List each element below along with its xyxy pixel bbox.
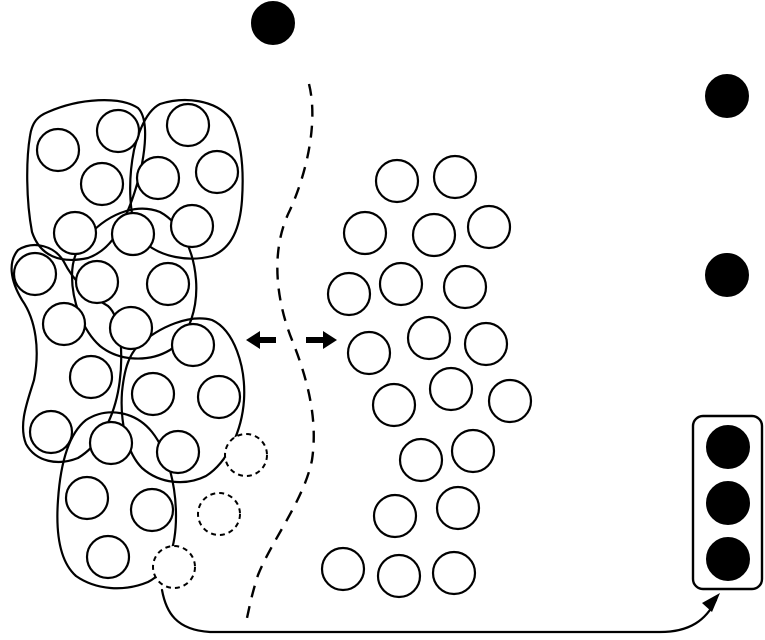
free-black-dots [251, 1, 749, 297]
loose-circle [450, 428, 496, 474]
cell-circle [79, 161, 125, 207]
dashed-circle [152, 545, 196, 589]
cell-circle [170, 322, 216, 368]
loose-circle [442, 264, 488, 310]
loose-circle [406, 315, 452, 361]
cell-circle [135, 155, 181, 201]
cell-circle [169, 203, 215, 249]
loose-circle [346, 330, 392, 376]
cell-circle [129, 487, 175, 533]
cluster-outline-1 [26, 99, 147, 262]
cluster-circles [12, 102, 242, 580]
loose-circle [428, 366, 474, 412]
transfer-arrow-head-icon [702, 593, 720, 612]
cell-circle [74, 259, 120, 305]
cell-circle [145, 261, 191, 307]
loose-circle [376, 553, 422, 599]
boxed-black-dot [706, 481, 750, 525]
loose-circle [326, 271, 372, 317]
cell-circle [68, 354, 114, 400]
black-dot [705, 253, 749, 297]
cell-circle [196, 374, 242, 420]
boxed-black-dot [706, 537, 750, 581]
cell-circle [95, 108, 141, 154]
collection-box [691, 414, 764, 591]
cell-circle [155, 429, 201, 475]
cluster-outline-2 [129, 98, 244, 260]
black-dot [705, 74, 749, 118]
cell-circle [12, 251, 58, 297]
cell-circle [85, 534, 131, 580]
boxed-black-dot [706, 425, 750, 469]
loose-circle [371, 382, 417, 428]
loose-circles [320, 154, 533, 599]
cell-circle [52, 210, 98, 256]
cluster-outline-6 [56, 411, 178, 590]
loose-circle [374, 158, 420, 204]
cell-circle [41, 301, 87, 347]
cell-circle [110, 211, 156, 257]
arrow-head-right-icon [323, 331, 337, 349]
cell-circle [130, 371, 176, 417]
loose-circle [411, 212, 457, 258]
loose-circle [487, 378, 533, 424]
loose-circle [378, 261, 424, 307]
loose-circle [463, 321, 509, 367]
cell-circle [194, 149, 240, 195]
dashed-circle [197, 492, 241, 536]
double-arrow [246, 331, 337, 349]
arrow-head-left-icon [246, 331, 260, 349]
transfer-arrow [160, 588, 720, 634]
loose-circle [435, 485, 481, 531]
cluster-outline-5 [120, 317, 246, 484]
dashed-boundary-line [244, 83, 315, 623]
loose-circle [466, 204, 512, 250]
loose-circle [432, 154, 478, 200]
cell-circle [108, 305, 154, 351]
transfer-arrow-path [160, 588, 718, 634]
black-dot [251, 1, 295, 45]
cell-circle [28, 409, 74, 455]
cell-circle [88, 420, 134, 466]
loose-circle [372, 493, 418, 539]
cell-circle [64, 475, 110, 521]
loose-circle [342, 210, 388, 256]
dashed-circle [224, 433, 268, 477]
cell-circle [35, 127, 81, 173]
cell-circle [165, 102, 211, 148]
loose-circle [320, 546, 366, 592]
vacancy-circles [152, 433, 268, 589]
loose-circle [398, 437, 444, 483]
loose-circle [431, 550, 477, 596]
